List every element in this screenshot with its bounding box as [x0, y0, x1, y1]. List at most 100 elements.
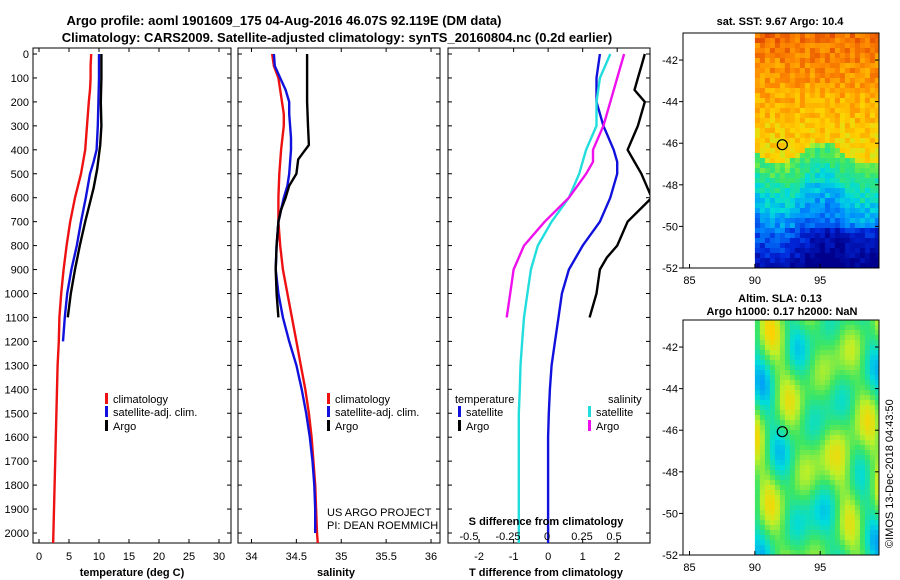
heatmap-cell [849, 380, 856, 386]
heatmap-cell [849, 158, 856, 164]
heatmap-cell [829, 325, 836, 331]
heatmap-cell [859, 455, 866, 461]
heatmap-cell [839, 525, 846, 531]
heatmap-cell [799, 460, 806, 466]
heatmap-cell [824, 345, 831, 351]
heatmap-cell [829, 535, 836, 541]
heatmap-cell [819, 138, 826, 144]
heatmap-cell [834, 365, 841, 371]
heatmap-cell [859, 415, 866, 421]
heatmap-cell [764, 213, 771, 219]
heatmap-cell [854, 510, 861, 516]
heatmap-cell [854, 390, 861, 396]
heatmap-cell [854, 545, 861, 551]
heatmap-cell [779, 153, 786, 159]
heatmap-cell [824, 63, 831, 69]
difference-depth-ticks [448, 53, 650, 534]
heatmap-cell [759, 440, 766, 446]
heatmap-cell [864, 410, 871, 416]
heatmap-cell [804, 475, 811, 481]
heatmap-cell [874, 430, 879, 436]
heatmap-cell [784, 550, 791, 555]
heatmap-cell [774, 133, 781, 139]
temperature-lines [51, 53, 103, 543]
heatmap-cell [759, 420, 766, 426]
heatmap-cell [764, 63, 771, 69]
heatmap-cell [774, 33, 781, 39]
heatmap-cell [859, 33, 866, 39]
heatmap-cell [839, 360, 846, 366]
heatmap-cell [754, 108, 761, 114]
heatmap-cell [859, 430, 866, 436]
heatmap-cell [804, 440, 811, 446]
heatmap-cell [829, 143, 836, 149]
heatmap-cell [794, 360, 801, 366]
heatmap-cell [774, 123, 781, 129]
heatmap-cell [819, 345, 826, 351]
heatmap-cell [789, 490, 796, 496]
heatmap-cell [854, 535, 861, 541]
heatmap-cell [809, 420, 816, 426]
heatmap-cell [784, 133, 791, 139]
heatmap-cell [869, 425, 876, 431]
map-x-tick-label: 85 [683, 275, 695, 287]
heatmap-cell [769, 128, 776, 134]
heatmap-cell [799, 78, 806, 84]
heatmap-cell [824, 203, 831, 209]
heatmap-cell [764, 93, 771, 99]
depth-tick-label: 1400 [5, 384, 29, 396]
heatmap-cell [859, 193, 866, 199]
heatmap-cell [764, 420, 771, 426]
heatmap-cell [779, 128, 786, 134]
heatmap-cell [754, 228, 761, 234]
heatmap-cell [764, 345, 771, 351]
heatmap-cell [834, 178, 841, 184]
heatmap-cell [769, 455, 776, 461]
heatmap-cell [809, 123, 816, 129]
heatmap-cell [764, 405, 771, 411]
heatmap-cell [779, 475, 786, 481]
heatmap-cell [814, 400, 821, 406]
heatmap-cell [784, 113, 791, 119]
heatmap-cell [779, 243, 786, 249]
heatmap-cell [829, 355, 836, 361]
heatmap-cell [874, 193, 879, 199]
heatmap-cell [759, 340, 766, 346]
heatmap-cell [834, 350, 841, 356]
heatmap-cell [849, 263, 856, 268]
heatmap-cell [769, 415, 776, 421]
heatmap-cell [849, 53, 856, 59]
heatmap-cell [764, 243, 771, 249]
heatmap-cell [809, 93, 816, 99]
heatmap-cell [819, 73, 826, 79]
heatmap-cell [784, 203, 791, 209]
heatmap-cell [869, 143, 876, 149]
profile-line-argo [274, 54, 311, 318]
heatmap-cell [754, 460, 761, 466]
heatmap-cell [799, 103, 806, 109]
heatmap-cell [859, 365, 866, 371]
heatmap-cell [794, 133, 801, 139]
heatmap-cell [824, 128, 831, 134]
heatmap-cell [809, 390, 816, 396]
heatmap-cell [789, 525, 796, 531]
heatmap-cell [829, 340, 836, 346]
heatmap-cell [809, 173, 816, 179]
heatmap-cell [784, 450, 791, 456]
heatmap-cell [819, 193, 826, 199]
heatmap-cell [814, 545, 821, 551]
heatmap-cell [779, 350, 786, 356]
heatmap-cell [769, 500, 776, 506]
heatmap-cell [834, 203, 841, 209]
heatmap-cell [764, 415, 771, 421]
heatmap-cell [859, 238, 866, 244]
heatmap-cell [809, 118, 816, 124]
heatmap-cell [804, 53, 811, 59]
heatmap-cell [864, 168, 871, 174]
heatmap-cell [754, 325, 761, 331]
heatmap-cell [764, 385, 771, 391]
heatmap-cell [849, 123, 856, 129]
heatmap-cell [794, 43, 801, 49]
heatmap-cell [769, 420, 776, 426]
heatmap-cell [779, 510, 786, 516]
